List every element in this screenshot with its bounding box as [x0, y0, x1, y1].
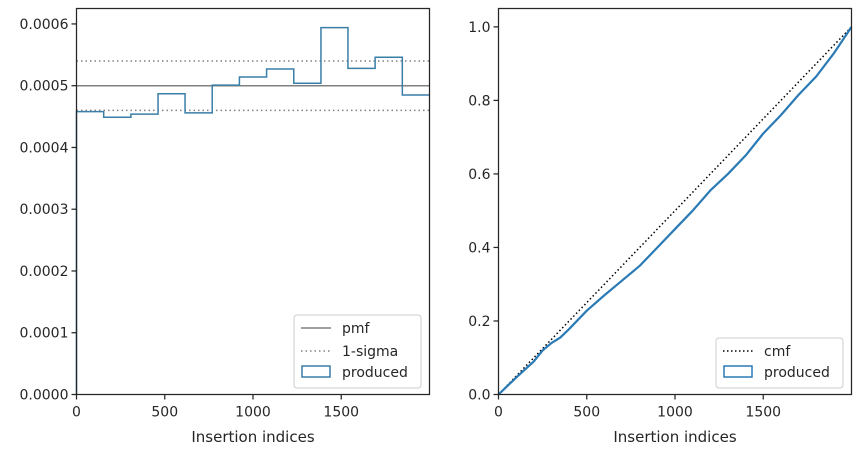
right-ytick-label: 0.8 — [468, 93, 490, 109]
left-ytick-label: 0.0006 — [20, 17, 69, 33]
left-legend-box — [293, 314, 422, 389]
left-y-ticks: 0.0000 0.0001 0.0002 0.0003 0.0004 0.0005 0.00… — [20, 17, 77, 404]
left-ytick-label: 0.0001 — [20, 326, 69, 342]
right-ytick-label: 1.0 — [468, 20, 490, 36]
left-x-ticks: 0 500 1000 1500 — [72, 394, 359, 421]
right-ytick-label: 0.2 — [468, 314, 490, 330]
left-xtick-label: 0 — [72, 405, 81, 421]
left-legend-sigma-label: 1-sigma — [342, 344, 398, 360]
left-x-axis-label: Insertion indices — [191, 428, 314, 446]
right-xtick-label: 1000 — [657, 405, 693, 421]
right-plot-area — [497, 26, 853, 396]
right-legend-produced-label: produced — [764, 365, 830, 381]
right-xtick-label: 1500 — [745, 405, 781, 421]
left-legend: pmf 1-sigma produced — [293, 314, 422, 389]
left-ytick-label: 0.0000 — [20, 388, 69, 404]
left-legend-pmf-label: pmf — [342, 321, 371, 337]
right-ytick-label: 0.0 — [468, 388, 490, 404]
right-x-ticks: 0 500 1000 1500 — [494, 394, 781, 421]
left-xtick-label: 1500 — [323, 405, 359, 421]
produced-histogram — [75, 26, 430, 395]
left-xtick-label: 500 — [151, 405, 178, 421]
right-cmf-panel: 0.0 0.2 0.4 0.6 0.8 1.0 0 500 1000 1500 Insertio… — [468, 7, 853, 446]
right-legend-produced-swatch — [723, 365, 753, 378]
cmf-line — [497, 26, 853, 396]
left-plot-area — [75, 26, 430, 395]
right-xtick-label: 500 — [573, 405, 600, 421]
left-ytick-label: 0.0005 — [20, 79, 69, 95]
right-legend-cmf-label: cmf — [764, 344, 791, 360]
right-xtick-label: 0 — [494, 405, 503, 421]
left-legend-produced-swatch — [301, 365, 331, 378]
right-x-axis-label: Insertion indices — [613, 428, 736, 446]
right-axes-frame — [497, 7, 853, 396]
left-histogram-panel: 0.0000 0.0001 0.0002 0.0003 0.0004 0.0005 0.00… — [20, 7, 431, 446]
left-ytick-label: 0.0003 — [20, 202, 69, 218]
produced-cmf-curve — [497, 26, 853, 396]
left-ytick-label: 0.0002 — [20, 264, 69, 280]
right-legend: cmf produced — [715, 337, 844, 389]
left-legend-produced-label: produced — [342, 365, 408, 381]
left-ytick-label: 0.0004 — [20, 140, 69, 156]
left-xtick-label: 1000 — [235, 405, 271, 421]
right-ytick-label: 0.6 — [468, 167, 490, 183]
right-y-ticks: 0.0 0.2 0.4 0.6 0.8 1.0 — [468, 20, 499, 404]
right-ytick-label: 0.4 — [468, 240, 490, 256]
left-axes-frame — [75, 7, 431, 396]
